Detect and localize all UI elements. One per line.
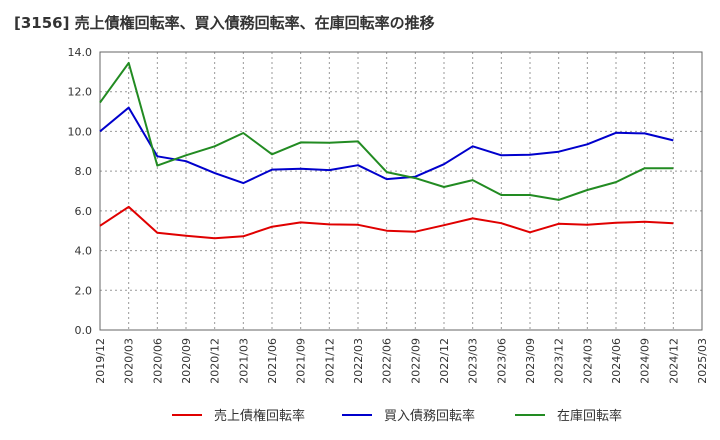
plot-frame	[99, 51, 703, 331]
y-tick-label: 8.0	[75, 165, 93, 178]
y-tick-label: 14.0	[68, 46, 93, 59]
x-tick-label: 2025/03	[696, 338, 709, 384]
x-tick-label: 2022/09	[409, 338, 422, 384]
x-tick-label: 2021/12	[323, 338, 336, 384]
x-tick-label: 2022/12	[438, 338, 451, 384]
chart-title: [3156] 売上債権回転率、買入債務回転率、在庫回転率の推移	[14, 14, 435, 32]
y-tick-label: 4.0	[75, 245, 93, 258]
series-line-2	[99, 106, 674, 185]
x-tick-label: 2023/06	[495, 338, 508, 384]
y-tick-label: 0.0	[75, 324, 93, 337]
x-tick-label: 2023/09	[524, 338, 537, 384]
x-tick-label: 2020/12	[209, 338, 222, 384]
x-tick-label: 2024/06	[610, 338, 623, 384]
x-tick-label: 2020/06	[151, 338, 164, 384]
y-tick-label: 10.0	[68, 125, 93, 138]
x-tick-label: 2021/09	[295, 338, 308, 384]
series-line-1	[99, 205, 674, 240]
y-tick-label: 6.0	[75, 205, 93, 218]
x-tick-label: 2023/12	[553, 338, 566, 384]
x-tick-label: 2021/06	[266, 338, 279, 384]
y-tick-label: 2.0	[75, 284, 93, 297]
x-tick-label: 2021/03	[237, 338, 250, 384]
y-tick-label: 12.0	[68, 86, 93, 99]
x-tick-label: 2023/03	[467, 338, 480, 384]
x-tick-label: 2020/03	[123, 338, 136, 384]
x-tick-label: 2024/09	[639, 338, 652, 384]
legend-label-3: 在庫回転率	[557, 408, 622, 424]
series-line-3	[99, 61, 674, 201]
x-tick-label: 2019/12	[94, 338, 107, 384]
x-tick-label: 2020/09	[180, 338, 193, 384]
x-tick-label: 2022/06	[381, 338, 394, 384]
x-tick-label: 2022/03	[352, 338, 365, 384]
legend-label-1: 売上債権回転率	[214, 408, 305, 424]
x-tick-label: 2024/03	[581, 338, 594, 384]
plot-area	[100, 52, 702, 330]
legend-label-2: 買入債務回転率	[384, 408, 475, 424]
x-tick-label: 2024/12	[667, 338, 680, 384]
